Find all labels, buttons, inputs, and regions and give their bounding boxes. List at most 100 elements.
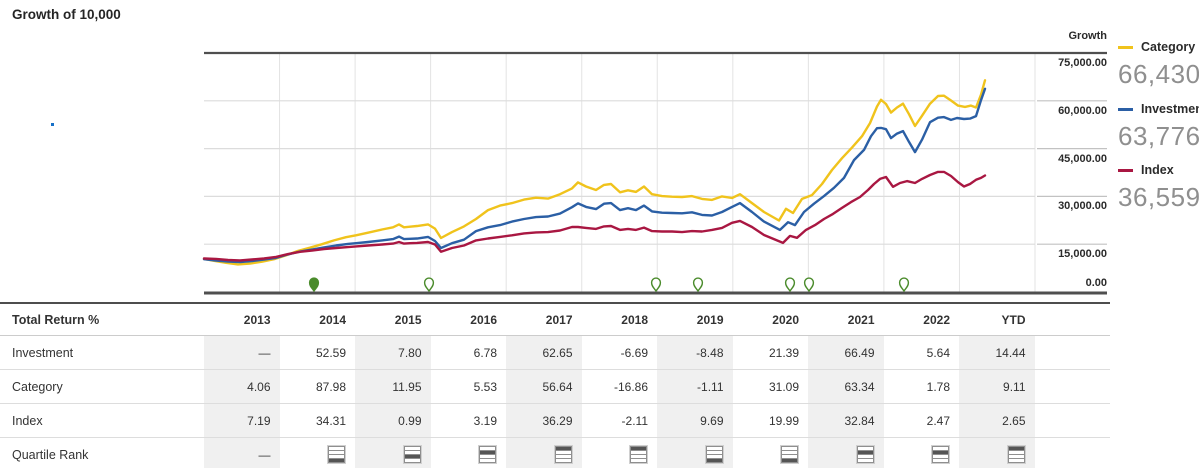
table-cell: -8.48: [657, 336, 733, 369]
table-cell: 5.64: [926, 345, 950, 360]
table-cell: 9.11: [959, 370, 1035, 403]
event-pin-icon[interactable]: [803, 277, 815, 293]
table-cell: [657, 438, 733, 468]
quartile-rank-icon: [931, 445, 950, 464]
legend-value: 66,430: [1118, 59, 1199, 89]
legend-item-index[interactable]: Index 36,559: [1118, 163, 1199, 213]
y-axis-title: Growth: [1068, 30, 1108, 42]
table-cell: 56.64: [506, 370, 582, 403]
table-cell: 19.99: [768, 413, 799, 428]
y-axis-tick-label: 0.00: [1085, 276, 1107, 289]
table-cell: 36.29: [506, 404, 582, 437]
y-axis-tick-label: 75,000.00: [1058, 57, 1107, 69]
tiny-blue-marker: [51, 123, 54, 126]
quartile-rank-icon: [402, 445, 422, 464]
table-cell: 3.19: [473, 413, 497, 428]
table-row: Index 7.19 34.31 0.99 3.19 36.29 -2.11 9.69 19.9…: [0, 404, 1110, 438]
column-header: 2022: [923, 312, 950, 327]
y-axis-tick-label: 15,000.00: [1058, 248, 1107, 261]
table-cell: 4.06: [204, 370, 280, 403]
table-cell: -1.11: [657, 370, 733, 403]
y-axis-tick-label: 30,000.00: [1058, 200, 1107, 213]
legend-label: Index: [1141, 163, 1174, 177]
column-header: YTD: [1001, 312, 1026, 327]
table-cell: [506, 438, 582, 468]
table-cell: [733, 438, 809, 468]
row-label: Total Return %: [12, 312, 100, 327]
quartile-rank-icon: [1006, 445, 1026, 464]
column-header: 2019: [696, 312, 724, 327]
column-header: 2015: [394, 312, 422, 327]
table-cell: 2.47: [926, 413, 950, 428]
quartile-rank-icon: [629, 445, 648, 464]
category-series-line[interactable]: [202, 79, 987, 266]
quartile-rank-icon: [704, 445, 724, 464]
table-cell: 0.99: [355, 404, 431, 437]
quartile-rank-icon: [553, 445, 573, 464]
table-cell: 1.78: [926, 379, 950, 394]
index-series-swatch: [1118, 168, 1133, 172]
investment-series-swatch: [1118, 107, 1133, 111]
legend-item-category[interactable]: Category 66,430: [1118, 40, 1199, 90]
table-cell: [959, 438, 1035, 468]
table-cell: 62.65: [506, 336, 582, 369]
table-cell: 63.34: [808, 370, 884, 403]
table-cell: 11.95: [355, 370, 431, 403]
category-series-swatch: [1118, 45, 1133, 49]
event-pin-icon[interactable]: [423, 277, 435, 293]
page-title: Growth of 10,000: [12, 7, 121, 22]
table-cell: 2.65: [959, 404, 1035, 437]
table-header-row: Total Return % 2013 2014 2015 2016 2017 2018 20…: [0, 304, 1110, 336]
column-header: 2013: [243, 312, 271, 327]
row-label: Index: [12, 413, 43, 428]
event-pin-icon[interactable]: [898, 277, 910, 293]
legend-label: Category: [1141, 40, 1196, 54]
legend-value: 63,776: [1118, 121, 1199, 151]
event-pin-filled-icon[interactable]: [308, 277, 320, 293]
legend-value: 36,559: [1118, 182, 1199, 212]
table-cell: —: [204, 336, 280, 369]
legend-item-investment[interactable]: Investment 63,776: [1118, 102, 1199, 152]
table-cell: [280, 438, 356, 468]
table-cell: 21.39: [768, 345, 799, 360]
table-cell: -2.11: [621, 413, 648, 428]
table-cell: 7.19: [204, 404, 280, 437]
row-label: Category: [12, 379, 63, 394]
table-cell: 31.09: [768, 379, 799, 394]
legend-label: Investment: [1141, 102, 1199, 116]
table-cell: 52.59: [315, 345, 346, 360]
table-cell: —: [204, 438, 280, 468]
column-header: 2020: [772, 312, 799, 327]
table-cell: [431, 438, 507, 468]
table-cell: 34.31: [315, 413, 346, 428]
table-cell: 14.44: [959, 336, 1035, 369]
table-cell: 6.78: [473, 345, 497, 360]
table-cell: [884, 438, 960, 468]
event-pin-icon[interactable]: [784, 277, 796, 293]
column-header: 2017: [545, 312, 573, 327]
returns-table: Total Return % 2013 2014 2015 2016 2017 2018 20…: [0, 302, 1110, 468]
quartile-rank-icon: [478, 445, 497, 464]
table-cell: 66.49: [808, 336, 884, 369]
table-cell: 87.98: [315, 379, 346, 394]
column-header: 2018: [621, 312, 648, 327]
index-series-line[interactable]: [202, 170, 987, 262]
table-cell: -6.69: [620, 345, 648, 360]
y-axis-tick-label: 45,000.00: [1058, 152, 1107, 165]
quartile-rank-icon: [855, 445, 875, 464]
event-pin-icon[interactable]: [692, 277, 704, 293]
column-header: 2016: [470, 312, 497, 327]
row-label: Investment: [12, 345, 74, 360]
event-pin-icon[interactable]: [650, 277, 662, 293]
investment-series-line[interactable]: [202, 87, 987, 264]
table-cell: 5.53: [473, 379, 497, 394]
table-cell: [355, 438, 431, 468]
column-header: 2021: [847, 312, 875, 327]
table-cell: [808, 438, 884, 468]
growth-chart[interactable]: [0, 0, 1199, 300]
table-row: Category 4.06 87.98 11.95 5.53 56.64 -16.86 -1.…: [0, 370, 1110, 404]
table-cell: -16.86: [613, 379, 648, 394]
table-row: Quartile Rank —: [0, 438, 1110, 468]
quartile-rank-icon: [327, 445, 346, 464]
